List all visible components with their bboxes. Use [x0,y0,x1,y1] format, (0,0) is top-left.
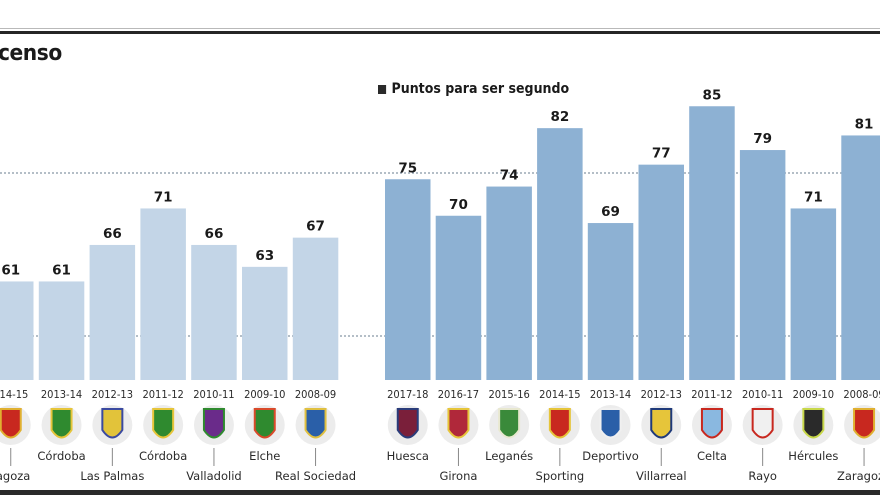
left-season-label: 2012-13 [92,388,133,401]
right-team-label: Leganés [485,449,533,463]
left-season-label: 2011-12 [142,388,183,401]
hercules-crest-icon [793,405,834,445]
right-bar [435,215,482,380]
left-season-label: 2013-14 [41,388,82,401]
sporting-crest-icon [539,405,580,445]
right-bar [790,208,837,380]
left-value-label: 63 [255,248,274,264]
left-team-label: Las Palmas [80,469,144,483]
villarreal-crest-icon [641,405,682,445]
right-value-label: 75 [398,160,417,176]
cordoba-crest-icon [41,405,82,445]
right-season-label: 2008-09 [843,388,880,401]
right-season-label: 2016-17 [438,388,479,401]
left-bar [0,281,34,380]
valladolid-crest-icon [193,405,234,445]
left-bar [242,266,288,380]
celta-crest-icon [691,405,732,445]
right-season-label: 2014-15 [539,388,580,401]
right-season-label: 2011-12 [691,388,732,401]
left-team-label: ragoza [0,469,30,483]
left-bar [191,244,237,380]
top-rule-thin [0,28,880,29]
right-bar [587,223,634,380]
bottom-rule [0,490,880,495]
rayo-crest-icon [742,405,783,445]
cordoba-crest-icon [143,405,184,445]
right-value-label: 77 [652,146,671,162]
top-rule-thick [0,31,880,34]
labels: 61 014-15 ragoza 61 2013-14 Córdoba 66 2012-13 L… [0,87,880,483]
right-value-label: 85 [703,87,722,103]
right-bar [739,150,786,380]
huesca-crest-icon [387,405,428,445]
right-bar [689,106,735,380]
girona-crest-icon [438,405,479,445]
deportivo-crest-icon [590,405,631,445]
bars [0,106,880,380]
right-season-label: 2015-16 [488,388,529,401]
chart-title: censo [0,41,62,66]
right-bar [638,164,684,380]
right-team-label: Celta [697,449,727,463]
left-bar [140,208,186,380]
left-team-label: Córdoba [139,449,187,463]
right-value-label: 70 [449,197,468,213]
elche-crest-icon [244,405,285,445]
left-bar [292,237,339,380]
left-value-label: 66 [205,226,224,242]
zaragoza-crest-icon [844,405,880,445]
leganes-crest-icon [489,405,530,445]
left-value-label: 66 [103,226,122,242]
right-season-label: 2010-11 [742,388,783,401]
legend-swatch-icon [378,84,387,94]
right-bar [486,186,532,380]
real-sociedad-crest-icon [295,405,336,445]
left-season-label: 2008-09 [295,388,336,401]
left-team-label: Elche [249,449,280,463]
right-season-label: 2012-13 [641,388,682,401]
right-bar [841,135,880,380]
right-team-label: Sporting [536,469,585,483]
left-team-label: Real Sociedad [275,469,356,483]
left-value-label: 71 [154,189,173,205]
right-season-label: 2013-14 [590,388,631,401]
right-team-label: Deportivo [582,449,639,463]
right-season-label: 2017-18 [387,388,428,401]
right-team-label: Rayo [748,469,777,483]
right-team-label: Villarreal [636,469,687,483]
right-value-label: 69 [601,204,620,220]
right-value-label: 79 [753,131,772,147]
las-palmas-crest-icon [92,405,133,445]
zaragoza-crest-icon [0,405,31,445]
right-value-label: 81 [855,116,874,132]
right-value-label: 82 [550,109,569,125]
right-value-label: 74 [500,168,519,184]
left-team-label: Córdoba [37,449,85,463]
right-team-label: Zaragoza [837,469,880,483]
left-value-label: 67 [306,219,325,235]
left-value-label: 61 [1,262,20,278]
right-bar [385,179,431,380]
legend: Puntos para ser segundo [378,81,569,97]
legend-label: Puntos para ser segundo [391,81,570,97]
left-value-label: 61 [52,262,71,278]
right-team-label: Hércules [788,449,838,463]
right-season-label: 2009-10 [793,388,834,401]
left-bar [89,244,136,380]
right-team-label: Girona [439,469,477,483]
right-value-label: 71 [804,189,823,205]
left-team-label: Valladolid [186,469,241,483]
left-season-label: 014-15 [0,388,28,401]
left-season-label: 2010-11 [193,388,234,401]
left-season-label: 2009-10 [244,388,285,401]
right-bar [537,128,583,380]
right-team-label: Huesca [387,449,429,463]
left-bar [38,281,85,380]
